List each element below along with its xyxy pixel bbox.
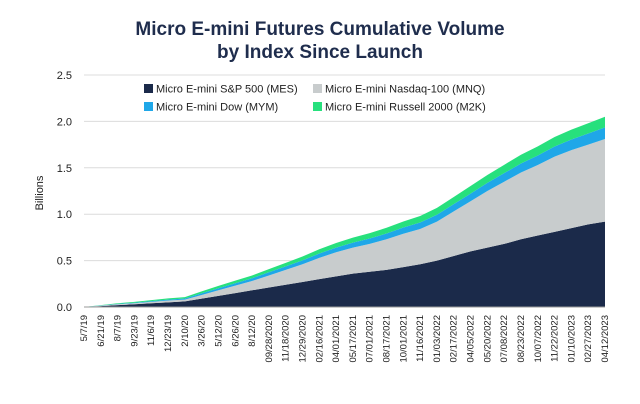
x-tick-label: 12/23/19 (163, 315, 174, 352)
y-tick-label: 2.5 (57, 70, 72, 82)
x-tick-label: 05/20/2022 (482, 315, 493, 363)
x-tick-label: 10/07/2022 (533, 315, 544, 363)
legend-swatch (144, 102, 153, 111)
chart-title-line-1: Micro E-mini Futures Cumulative Volume (135, 19, 505, 40)
x-tick-label: 11/16/2021 (415, 315, 426, 362)
x-tick-label: 05/17/2021 (348, 315, 359, 363)
legend-label: Micro E-mini Russell 2000 (M2K) (325, 102, 486, 114)
stacked-areas (84, 116, 605, 308)
y-tick-label: 2.0 (57, 116, 72, 128)
x-tick-label: 04/12/2023 (600, 315, 611, 363)
x-tick-label: 04/05/2022 (466, 315, 477, 363)
chart-title-line-2: by Index Since Launch (217, 42, 423, 63)
x-tick-label: 2/10/20 (180, 315, 191, 347)
x-tick-label: 02/17/2022 (449, 315, 460, 363)
x-tick-label: 6/26/20 (230, 315, 241, 347)
y-axis-label: Billions (34, 175, 46, 210)
x-tick-label: 9/23/19 (129, 315, 140, 347)
legend-swatch (313, 84, 322, 93)
x-tick-label: 07/01/2021 (365, 315, 376, 363)
x-tick-label: 12/29/2020 (297, 315, 308, 363)
x-tick-label: 07/08/2022 (499, 315, 510, 363)
area-series-1 (84, 221, 605, 307)
legend-swatch (313, 102, 322, 111)
y-tick-label: 0.5 (57, 256, 72, 268)
legend-label: Micro E-mini S&P 500 (MES) (156, 84, 298, 96)
x-tick-label: 01/10/2023 (566, 315, 577, 363)
x-tick-label: 11/18/2020 (281, 315, 292, 362)
x-tick-label: 8/7/19 (113, 315, 124, 341)
x-tick-label: 02/27/2023 (583, 315, 594, 363)
x-tick-label: 6/21/19 (96, 315, 107, 347)
x-tick-label: 04/01/2021 (331, 315, 342, 363)
x-tick-label: 10/01/2021 (398, 315, 409, 363)
x-tick-label: 01/03/2022 (432, 315, 443, 363)
x-tick-label: 3/26/20 (197, 315, 208, 347)
x-tick-label: 09/28/2020 (264, 315, 275, 363)
legend: Micro E-mini S&P 500 (MES) Micro E-mini N… (144, 84, 486, 114)
legend-swatch (144, 84, 153, 93)
y-tick-label: 1.5 (57, 163, 72, 175)
legend-label: Micro E-mini Nasdaq-100 (MNQ) (325, 84, 485, 96)
y-tick-label: 0.0 (57, 302, 72, 314)
x-tick-label: 11/22/2022 (550, 315, 561, 362)
x-tick-label: 5/7/19 (79, 315, 90, 341)
x-tick-label: 11/6/19 (146, 315, 157, 346)
y-tick-label: 1.0 (57, 209, 72, 221)
x-tick-label: 5/12/20 (213, 315, 224, 347)
x-tick-label: 02/16/2021 (314, 315, 325, 363)
x-tick-label: 08/23/2022 (516, 315, 527, 363)
area-series-2 (84, 139, 605, 307)
x-tick-label: 08/17/2021 (382, 315, 393, 363)
x-tick-label: 8/12/20 (247, 315, 258, 347)
axes: 0.0 0.5 1.0 1.5 2.0 2.5 5/7/19 6/21/19 8/7/19 9/2… (57, 70, 611, 363)
legend-label: Micro E-mini Dow (MYM) (156, 102, 278, 114)
